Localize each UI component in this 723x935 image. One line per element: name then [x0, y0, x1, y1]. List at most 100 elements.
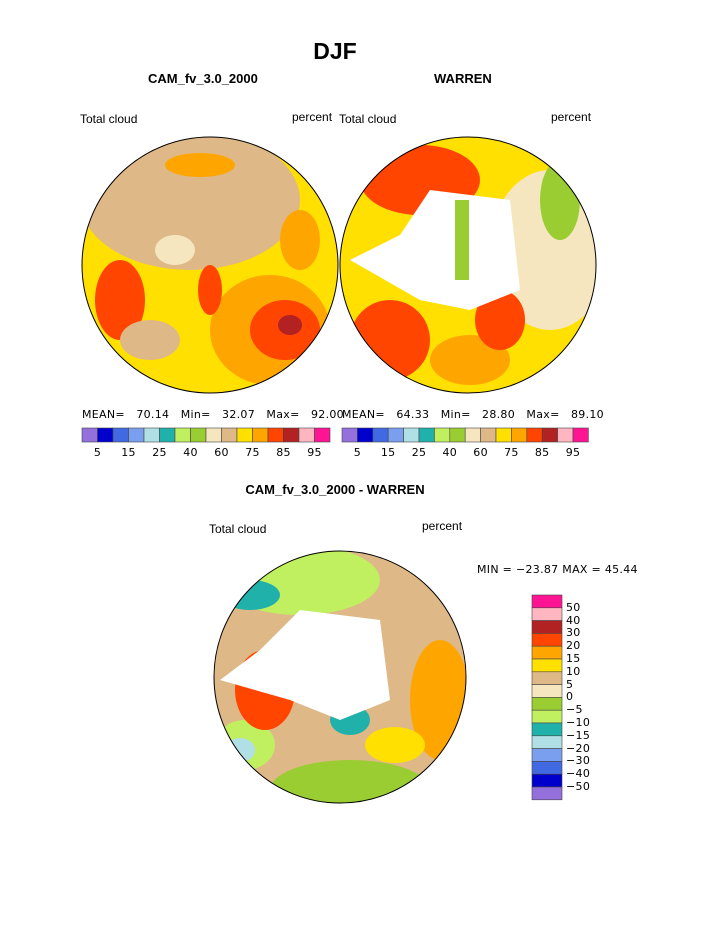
colorbar-box: [495, 427, 512, 443]
colorbar-box: [267, 427, 284, 443]
colorbar-box: [557, 427, 574, 443]
colorbar-label: 15: [380, 446, 396, 459]
colorbar-box: [531, 658, 563, 673]
colorbar-box: [531, 748, 563, 762]
panel2-stats: MEAN= 64.33 Min= 28.80 Max= 89.10: [342, 408, 604, 421]
colorbar-box: [143, 427, 160, 443]
colorbar-box: [531, 722, 563, 737]
colorbar-label: 40: [183, 446, 198, 459]
colorbar-box: [531, 633, 563, 647]
colorbar-box: [283, 427, 300, 443]
panel2-left-label: Total cloud: [339, 112, 397, 126]
colorbar-label: −50: [566, 780, 591, 793]
map-observed: [340, 137, 596, 393]
difference-colorbar: [531, 594, 563, 801]
colorbar-box: [531, 645, 563, 660]
colorbar-box: [190, 427, 207, 443]
colorbar-box: [236, 427, 253, 443]
difference-left-label: Total cloud: [209, 522, 267, 536]
colorbar-box: [531, 594, 563, 609]
colorbar-label: −10: [566, 716, 591, 729]
colorbar-label: 60: [214, 446, 229, 459]
colorbar-label: 85: [534, 446, 550, 459]
colorbar-label: −20: [566, 741, 591, 755]
colorbar-label: 50: [566, 600, 581, 614]
colorbar-box: [221, 427, 238, 443]
colorbar-box: [531, 671, 563, 685]
colorbar-label: 40: [566, 613, 581, 627]
colorbar-label: 15: [566, 652, 581, 665]
colorbar-label: 25: [152, 446, 167, 459]
colorbar-box: [205, 427, 222, 443]
panel1-stats: MEAN= 70.14 Min= 32.07 Max= 92.00: [82, 408, 344, 421]
colorbar-label: −30: [566, 754, 591, 768]
colorbar-label: 0: [566, 690, 574, 704]
colorbar-label: 75: [245, 446, 260, 459]
colorbar-box: [531, 607, 563, 621]
colorbar-label: 95: [307, 446, 322, 459]
colorbar-box: [531, 786, 563, 801]
colorbar-box: [531, 684, 563, 698]
difference-minmax: MIN = −23.87 MAX = 45.44: [477, 563, 638, 576]
colorbar-box: [572, 427, 589, 443]
colorbar-label: 40: [442, 446, 458, 459]
colorbar-box: [464, 427, 481, 443]
colorbar-box: [531, 709, 563, 724]
map-model: [82, 137, 338, 393]
colorbar-box: [434, 427, 451, 443]
figure-title: DJF: [313, 38, 357, 64]
colorbar-label: 75: [504, 446, 519, 459]
panel1-title: CAM_fv_3.0_2000: [148, 71, 258, 86]
colorbar-box: [387, 427, 404, 443]
colorbar-box: [372, 427, 389, 443]
colorbar-box: [341, 427, 358, 443]
colorbar-box: [159, 427, 176, 443]
colorbar-box: [531, 761, 563, 775]
colorbar-box: [97, 427, 114, 443]
colorbar-box: [531, 620, 563, 634]
colorbar-label: 30: [566, 626, 581, 640]
colorbar-box: [128, 427, 145, 443]
colorbar-label: 25: [411, 446, 427, 459]
colorbar-label: 5: [353, 446, 362, 459]
colorbar-box: [112, 427, 129, 443]
colorbar-box: [314, 427, 331, 443]
panel2-title: WARREN: [434, 71, 492, 86]
panel2-colorbar: [341, 427, 589, 443]
colorbar-box: [531, 697, 563, 711]
colorbar-box: [81, 427, 98, 443]
panel1-left-label: Total cloud: [80, 112, 138, 126]
colorbar-box: [541, 427, 558, 443]
colorbar-box: [449, 427, 466, 443]
colorbar-box: [357, 427, 374, 443]
colorbar-label: −40: [566, 767, 591, 781]
difference-right-label: percent: [422, 519, 463, 533]
colorbar-box: [480, 427, 497, 443]
colorbar-label: 5: [93, 446, 102, 459]
colorbar-box: [531, 735, 563, 749]
colorbar-label: 5: [566, 677, 574, 691]
colorbar-box: [403, 427, 420, 443]
colorbar-box: [298, 427, 315, 443]
panel1-right-label: percent: [292, 110, 333, 124]
panel1-colorbar: [81, 427, 331, 443]
colorbar-label: 85: [276, 446, 291, 459]
panel2-right-label: percent: [551, 110, 592, 124]
colorbar-label: 60: [473, 446, 488, 459]
colorbar-box: [531, 773, 563, 788]
map-difference: [214, 551, 466, 803]
colorbar-box: [252, 427, 269, 443]
colorbar-label: −5: [566, 703, 583, 717]
colorbar-label: 20: [566, 639, 581, 653]
colorbar-label: 10: [566, 664, 581, 678]
colorbar-box: [174, 427, 191, 443]
colorbar-box: [511, 427, 528, 443]
colorbar-box: [418, 427, 435, 443]
colorbar-label: 15: [121, 446, 136, 459]
difference-title: CAM_fv_3.0_2000 - WARREN: [245, 482, 425, 497]
colorbar-label: −15: [566, 728, 591, 742]
colorbar-box: [526, 427, 543, 443]
colorbar-label: 95: [565, 446, 581, 459]
